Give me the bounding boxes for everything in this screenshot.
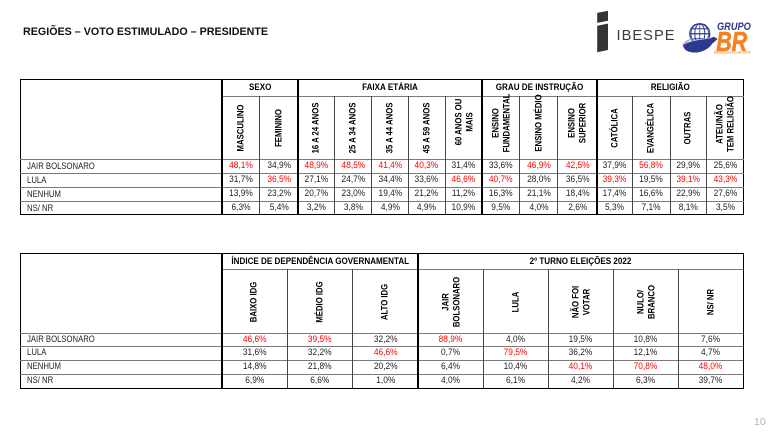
svg-text:GRUPO: GRUPO xyxy=(717,22,751,34)
svg-text:BR: BR xyxy=(716,27,747,57)
svg-text:IBESPE: IBESPE xyxy=(617,28,676,44)
svg-text:ENVOLVIDOS COM VOCÊ: ENVOLVIDOS COM VOCÊ xyxy=(714,50,751,55)
